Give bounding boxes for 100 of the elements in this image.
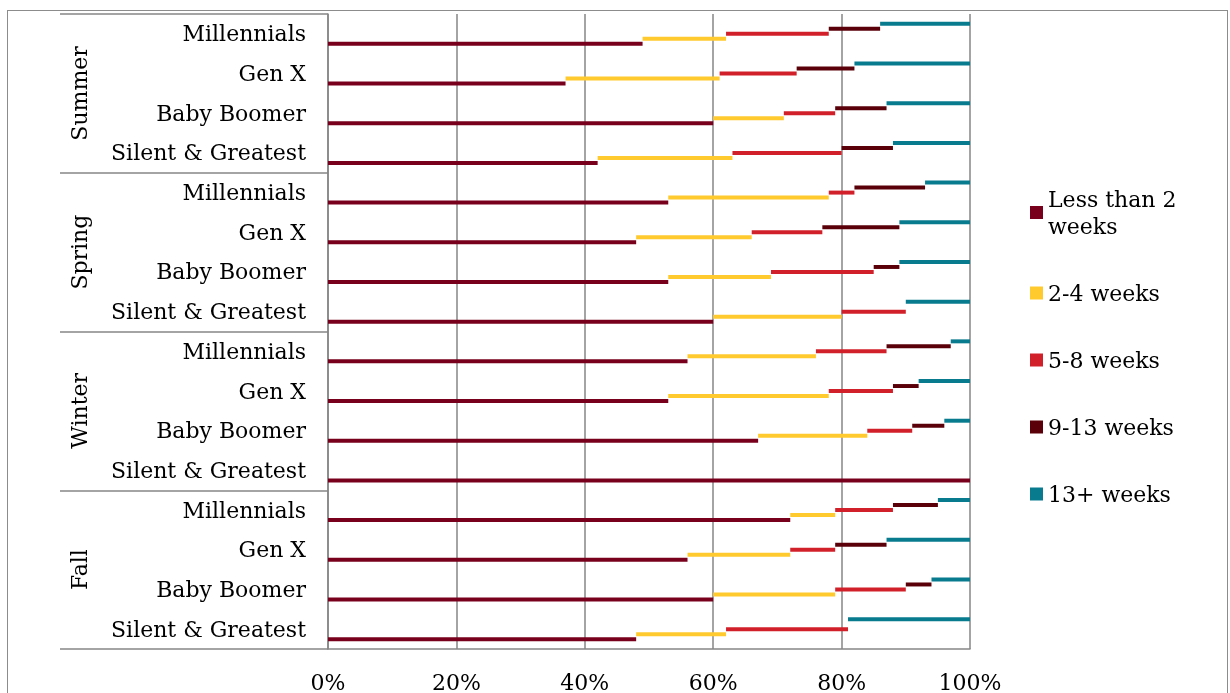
x-tick-label: 80%: [817, 669, 867, 693]
bar: [713, 314, 842, 319]
bar: [328, 121, 714, 126]
bar: [918, 379, 970, 384]
bar: [937, 498, 970, 503]
y-tick-label: Baby Boomer: [156, 259, 307, 285]
bar: [328, 478, 970, 483]
bar: [841, 145, 893, 150]
bar: [328, 160, 598, 165]
legend-label: Less than 2 weeks: [1048, 186, 1184, 239]
y-tick-label: Baby Boomer: [156, 418, 307, 444]
bar: [828, 389, 893, 394]
bar: [841, 309, 906, 314]
bar: [668, 274, 771, 279]
bar: [719, 71, 797, 76]
bar: [713, 116, 784, 121]
bar: [815, 349, 887, 354]
bar: [892, 140, 970, 145]
y-tick-label: Silent & Greatest: [111, 616, 307, 642]
bar: [732, 150, 842, 155]
bar: [328, 41, 643, 46]
legend-label: 13+ weeks: [1048, 481, 1171, 507]
bar: [726, 31, 829, 36]
bar: [328, 359, 688, 364]
bar: [783, 111, 836, 116]
bar: [751, 230, 823, 235]
bar: [328, 518, 791, 523]
y-tick-label: Gen X: [238, 537, 307, 563]
legend-label: 9-13 weeks: [1048, 414, 1174, 440]
x-tick-label: 40%: [560, 669, 610, 693]
bar: [950, 339, 970, 344]
bar: [931, 577, 970, 582]
bar: [835, 508, 893, 513]
bar: [796, 66, 855, 71]
bar: [328, 597, 714, 602]
y-tick-label: Baby Boomer: [156, 576, 307, 602]
bar: [790, 547, 836, 552]
y-tick-label: Silent & Greatest: [111, 299, 307, 325]
bar: [899, 259, 970, 264]
bar: [873, 264, 900, 269]
bar: [822, 225, 900, 230]
bar: [912, 423, 945, 428]
bar: [848, 617, 970, 622]
bar: [713, 592, 836, 597]
bar: [328, 81, 566, 86]
bar: [636, 235, 752, 240]
bar: [790, 513, 836, 518]
bar: [886, 101, 970, 106]
y-tick-label: Gen X: [238, 61, 307, 87]
y-tick-label: Silent & Greatest: [111, 140, 307, 166]
bar: [828, 26, 881, 31]
x-tick-label: 60%: [688, 669, 738, 693]
y-tick-label: Millennials: [182, 497, 306, 523]
bar: [687, 552, 791, 557]
y-tick-label: Silent & Greatest: [111, 457, 307, 483]
bar: [328, 637, 637, 642]
y-tick-label: Millennials: [182, 180, 306, 206]
text: Summer: [66, 45, 92, 141]
text: Spring: [66, 214, 92, 290]
bar: [892, 384, 919, 389]
bar: [867, 428, 913, 433]
bar: [597, 155, 733, 160]
bar: [328, 200, 669, 205]
bar: [854, 61, 970, 66]
bar: [328, 319, 714, 324]
bar: [687, 354, 816, 359]
y-tick-label: Millennials: [182, 21, 306, 47]
bar: [668, 195, 829, 200]
bar: [835, 587, 906, 592]
y-tick-label: Gen X: [238, 219, 307, 245]
bar: [328, 240, 637, 245]
bar: [642, 36, 727, 41]
bar: [854, 185, 926, 190]
bar: [835, 542, 887, 547]
text: Fall: [66, 549, 92, 591]
bar: [886, 344, 951, 349]
bar: [726, 627, 849, 632]
bar: [328, 438, 759, 443]
bar: [565, 76, 720, 81]
bar: [944, 418, 970, 423]
x-tick-label: 100%: [938, 669, 1002, 693]
bar: [668, 394, 829, 399]
bar: [835, 106, 887, 111]
bar: [828, 190, 855, 195]
bar: [328, 279, 669, 284]
bar: [770, 269, 874, 274]
bar: [886, 537, 970, 542]
bar: [892, 503, 938, 508]
bar: [328, 557, 688, 562]
bar: [328, 399, 669, 404]
bar: [925, 180, 970, 185]
bar: [905, 299, 970, 304]
y-tick-label: Gen X: [238, 378, 307, 404]
text: Winter: [66, 372, 92, 449]
bar: [880, 21, 970, 26]
x-tick-label: 0%: [310, 669, 346, 693]
bar: [899, 220, 970, 225]
y-tick-label: Baby Boomer: [156, 100, 307, 126]
legend-label: 5-8 weeks: [1048, 347, 1160, 373]
bar: [905, 582, 932, 587]
